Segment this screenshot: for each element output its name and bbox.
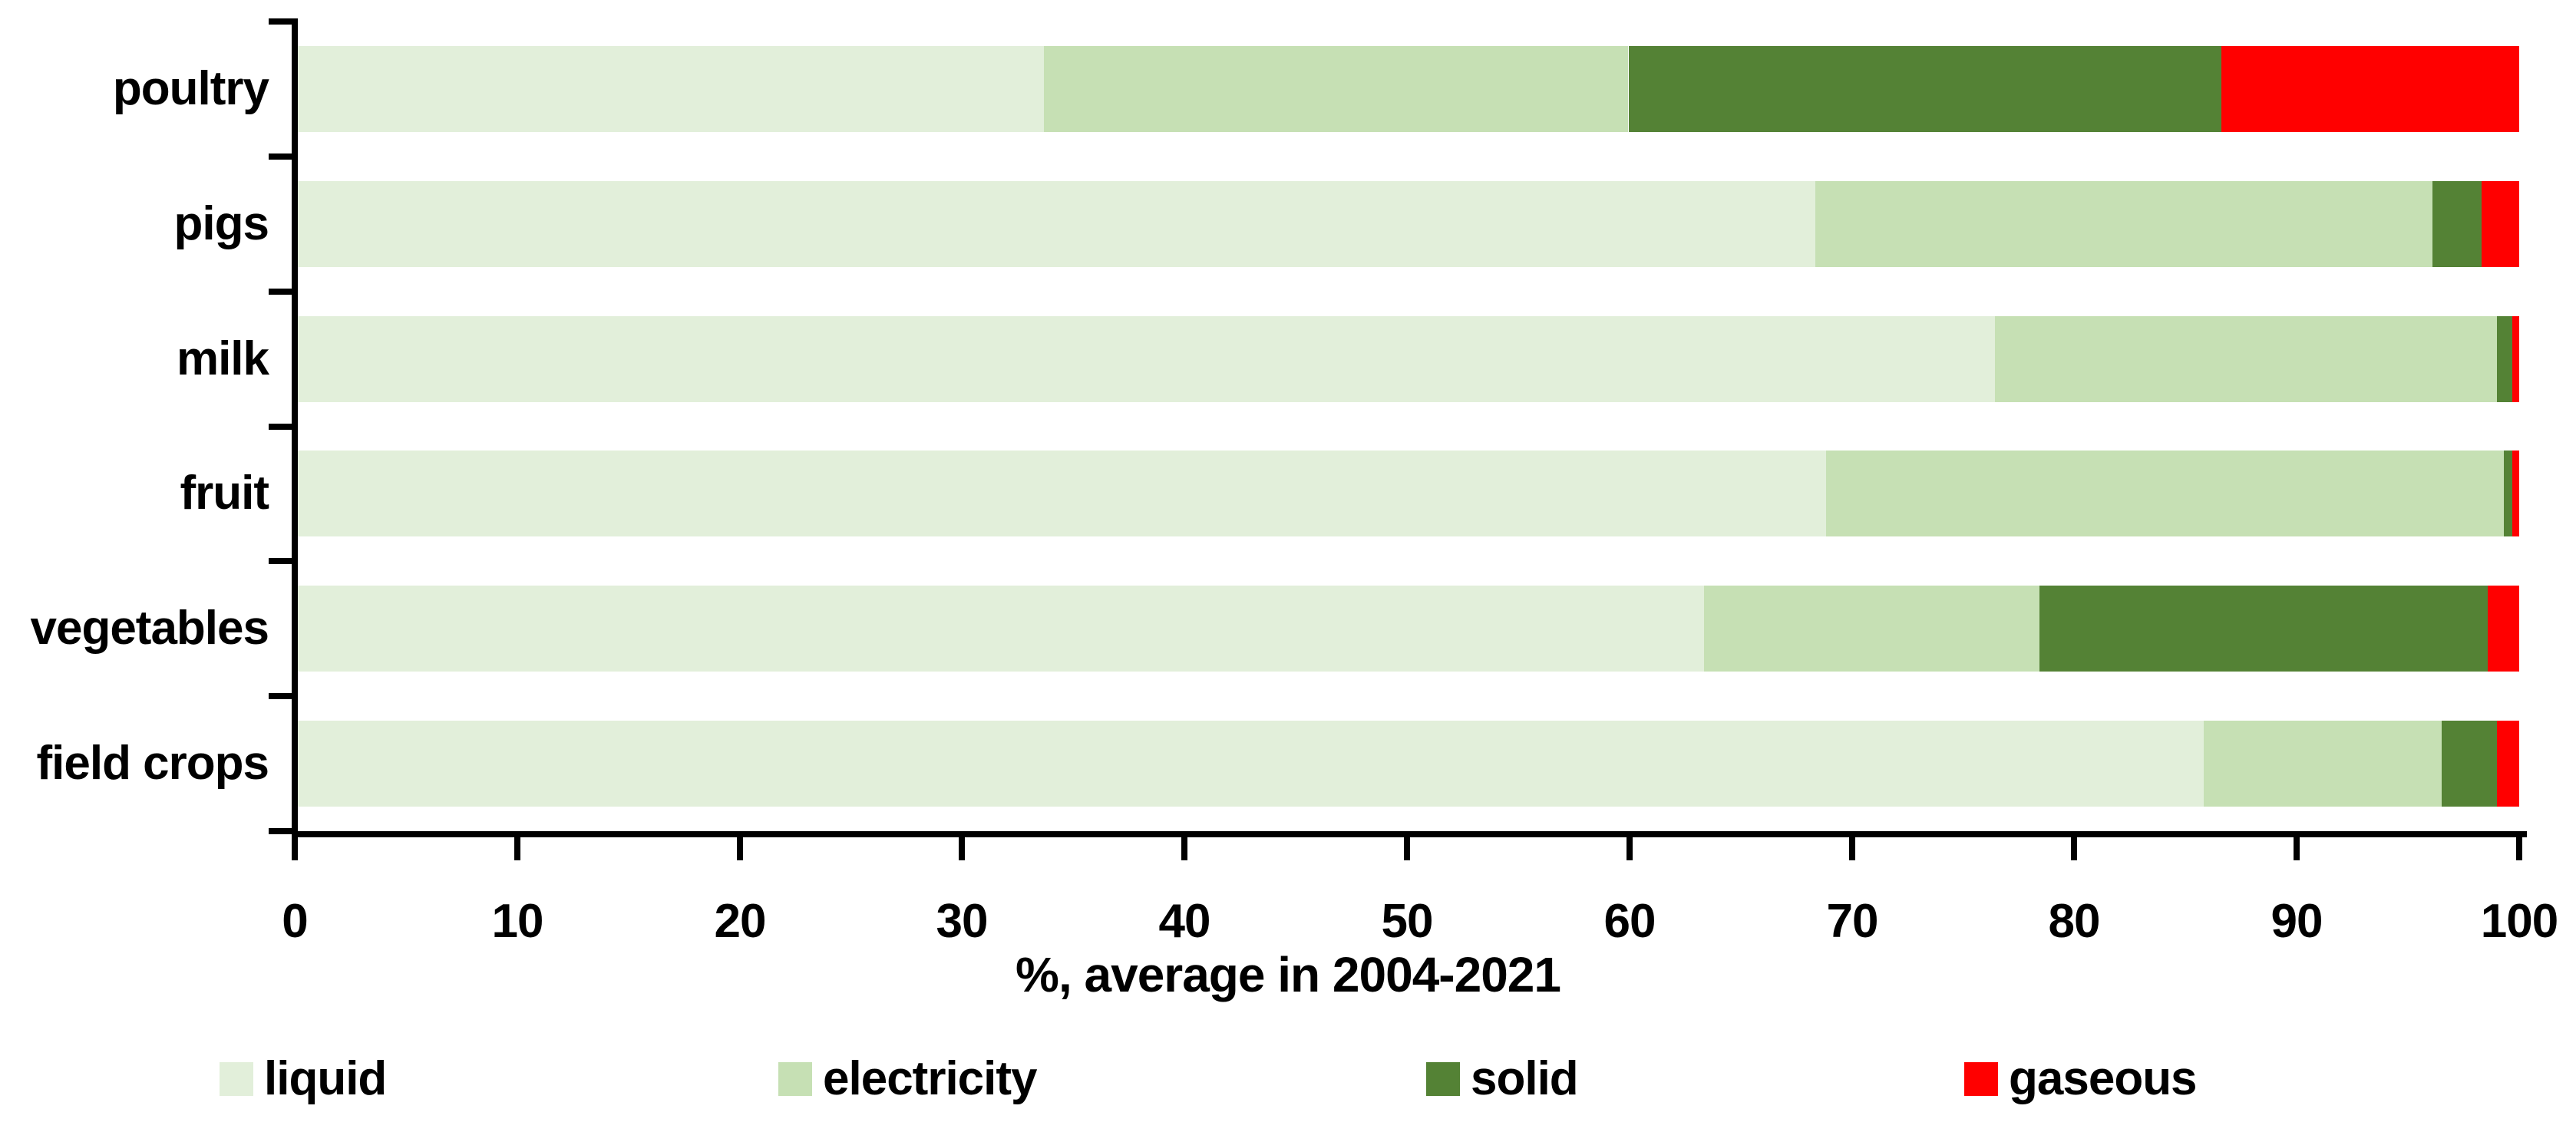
x-axis-title: %, average in 2004-2021 xyxy=(1016,947,1561,1002)
legend-item-electricity: electricity xyxy=(778,1052,1038,1105)
bar-segment-liquid xyxy=(298,721,2204,807)
category-label: poultry xyxy=(112,62,269,115)
y-axis-tick xyxy=(269,18,292,25)
bar-row xyxy=(298,46,2519,132)
legend-label: liquid xyxy=(264,1052,387,1105)
x-axis-tick xyxy=(1627,837,1633,860)
x-axis-tick xyxy=(737,837,743,860)
bar-row xyxy=(298,181,2519,267)
x-tick-label: 30 xyxy=(936,895,989,948)
x-tick-label: 10 xyxy=(491,895,544,948)
legend-label: gaseous xyxy=(2009,1052,2198,1105)
x-tick-label: 50 xyxy=(1381,895,1434,948)
bar-segment-solid xyxy=(2432,181,2482,267)
bar-segment-electricity xyxy=(1704,586,2039,672)
bar-segment-liquid xyxy=(298,316,1995,402)
category-label: fruit xyxy=(180,467,269,520)
x-tick-label: 100 xyxy=(2480,895,2558,948)
bar-segment-solid xyxy=(2497,316,2512,402)
legend-swatch-electricity xyxy=(778,1062,812,1096)
x-tick-label: 60 xyxy=(1603,895,1656,948)
category-label: field crops xyxy=(36,737,269,790)
bar-segment-solid xyxy=(2442,721,2497,807)
y-axis-tick xyxy=(269,558,292,564)
bar-segment-electricity xyxy=(1995,316,2497,402)
bar-segment-liquid xyxy=(298,181,1815,267)
bar-segment-electricity xyxy=(1815,181,2433,267)
x-axis-line xyxy=(292,831,2527,837)
bar-segment-solid xyxy=(1629,46,2222,132)
bar-row xyxy=(298,721,2519,807)
legend-swatch-gaseous xyxy=(1964,1062,1998,1096)
x-axis-tick xyxy=(1404,837,1410,860)
y-axis-tick xyxy=(269,828,292,834)
y-axis-line xyxy=(292,18,298,837)
x-axis-tick xyxy=(2294,837,2300,860)
bar-segment-gaseous xyxy=(2482,181,2519,267)
y-axis-tick xyxy=(269,424,292,430)
y-axis-tick xyxy=(269,153,292,160)
bar-segment-gaseous xyxy=(2221,46,2519,132)
x-tick-label: 20 xyxy=(714,895,767,948)
bar-segment-liquid xyxy=(298,586,1704,672)
x-axis-tick xyxy=(2516,837,2522,860)
legend-item-liquid: liquid xyxy=(220,1052,387,1105)
bar-segment-electricity xyxy=(1826,451,2504,536)
legend-swatch-solid xyxy=(1426,1062,1460,1096)
bar-segment-solid xyxy=(2504,451,2513,536)
category-label: pigs xyxy=(173,197,269,250)
x-axis-tick xyxy=(514,837,520,860)
bar-segment-liquid xyxy=(298,46,1044,132)
x-tick-label: 70 xyxy=(1826,895,1879,948)
x-axis-tick xyxy=(2071,837,2077,860)
legend-swatch-liquid xyxy=(220,1062,253,1096)
bar-segment-solid xyxy=(2039,586,2488,672)
x-axis-tick xyxy=(959,837,965,860)
x-tick-label: 90 xyxy=(2271,895,2323,948)
bar-row xyxy=(298,451,2519,536)
y-axis-tick xyxy=(269,289,292,295)
x-axis-tick xyxy=(1181,837,1187,860)
bar-segment-gaseous xyxy=(2488,586,2519,672)
bar-segment-electricity xyxy=(1044,46,1628,132)
category-label: milk xyxy=(176,332,269,385)
y-axis-tick xyxy=(269,693,292,699)
x-tick-label: 40 xyxy=(1158,895,1211,948)
bar-row xyxy=(298,586,2519,672)
bar-segment-liquid xyxy=(298,451,1826,536)
legend-item-gaseous: gaseous xyxy=(1964,1052,2198,1105)
legend-label: solid xyxy=(1471,1052,1579,1105)
legend-label: electricity xyxy=(823,1052,1038,1105)
bar-segment-gaseous xyxy=(2497,721,2519,807)
bar-segment-gaseous xyxy=(2512,316,2519,402)
legend-item-solid: solid xyxy=(1426,1052,1579,1105)
x-axis-tick xyxy=(292,837,298,860)
category-label: vegetables xyxy=(30,602,269,655)
x-tick-label: 0 xyxy=(282,895,308,948)
x-axis-tick xyxy=(1849,837,1855,860)
bar-segment-electricity xyxy=(2204,721,2442,807)
bar-segment-gaseous xyxy=(2512,451,2519,536)
bar-row xyxy=(298,316,2519,402)
x-tick-label: 80 xyxy=(2048,895,2101,948)
